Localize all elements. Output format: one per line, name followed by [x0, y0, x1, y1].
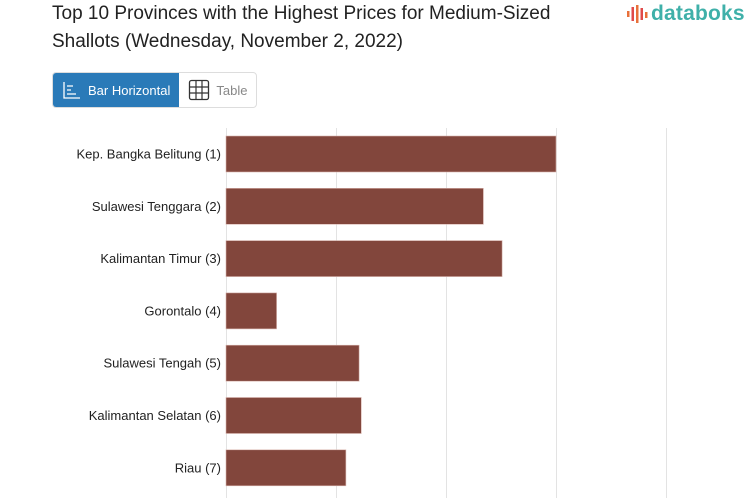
tab-bar-horizontal[interactable]: Bar Horizontal — [53, 73, 180, 107]
category-label: Kep. Bangka Belitung (1) — [76, 147, 221, 162]
category-label: Gorontalo (4) — [144, 303, 221, 318]
category-label: Kalimantan Timur (3) — [100, 251, 221, 266]
category-label: Sulawesi Tenggara (2) — [92, 199, 221, 214]
bar — [225, 135, 557, 173]
bar — [225, 397, 362, 434]
tab-table[interactable]: Table — [179, 73, 256, 107]
category-label: Kalimantan Selatan (6) — [89, 408, 221, 423]
logo-bars-icon — [627, 5, 648, 23]
bar — [225, 292, 277, 330]
bar-chart-icon — [63, 82, 80, 99]
category-label: Sulawesi Tengah (5) — [103, 356, 221, 371]
view-tabs: Bar Horizontal Table — [52, 72, 258, 108]
bar — [225, 344, 360, 382]
bar — [225, 188, 484, 225]
logo-text: databoks — [651, 2, 745, 25]
category-label: Riau (7) — [175, 460, 221, 475]
tab-label: Bar Horizontal — [88, 82, 171, 98]
databoks-logo: databoks — [626, 2, 745, 26]
tab-label: Table — [216, 82, 248, 98]
bar — [225, 240, 503, 277]
chart-title: Top 10 Provinces with the Highest Prices… — [52, 3, 551, 52]
table-icon — [189, 79, 210, 101]
bar — [225, 449, 347, 487]
